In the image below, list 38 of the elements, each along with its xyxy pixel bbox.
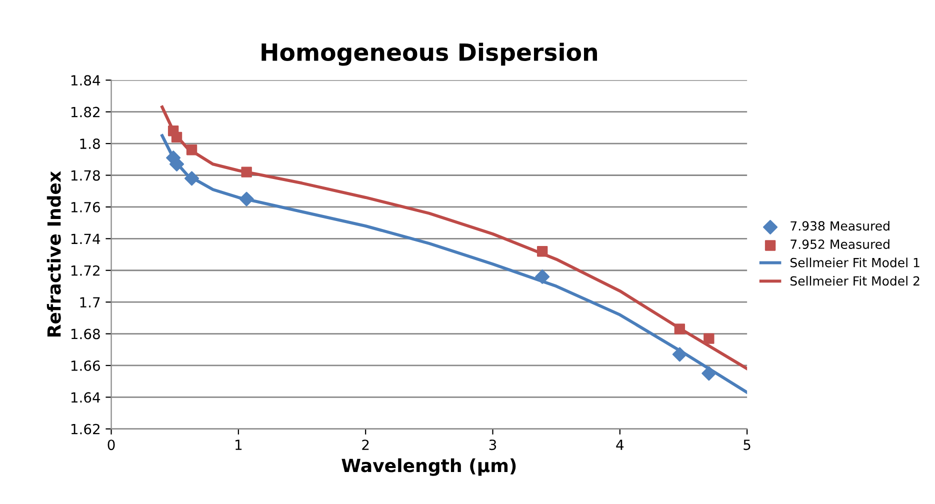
x-tick-label: 2 [362,440,369,450]
y-tick-label: 1.76 [71,202,100,212]
legend-label: 7.938 Measured [790,220,890,231]
line-series [160,134,748,394]
point [171,132,182,143]
y-tick-label: 1.64 [71,392,100,403]
legend-label: Sellmeier Fit Model 2 [790,276,920,286]
x-tick-label: 4 [616,440,624,450]
y-tick-label: 1.66 [71,360,100,371]
x-tick-label: 1 [236,440,242,450]
point [702,366,716,381]
y-tick-label: 1.62 [71,424,100,434]
chart-title: Homogeneous Dispersion [262,42,597,66]
y-tick-label: 1.7 [80,297,100,308]
point [672,347,687,362]
y-tick-label: 1.8 [80,138,100,150]
x-tick-label: 3 [489,440,496,450]
y-tick-label: 1.74 [71,234,100,244]
line-series [160,106,748,370]
y-tick-label: 1.78 [71,170,100,181]
point [241,166,252,178]
y-tick-label: 1.68 [71,328,100,340]
point [674,324,686,334]
x-tick-label: 5 [744,440,750,450]
y-tick-label: 1.72 [71,265,100,276]
point [536,246,548,257]
point [535,269,550,284]
y-tick-label: 1.82 [71,106,100,118]
point [704,333,714,344]
x-tick-label: 0 [108,440,115,450]
point [184,171,200,186]
legend-label: Sellmeier Fit Model 1 [790,258,920,268]
legend-label: 7.952 Measured [790,239,890,249]
y-tick-label: 1.84 [71,75,100,86]
point [186,144,198,156]
x-axis-title: Wavelength (µm) [342,458,516,476]
y-axis-title: Refractive Index [46,171,61,337]
point [239,192,254,206]
